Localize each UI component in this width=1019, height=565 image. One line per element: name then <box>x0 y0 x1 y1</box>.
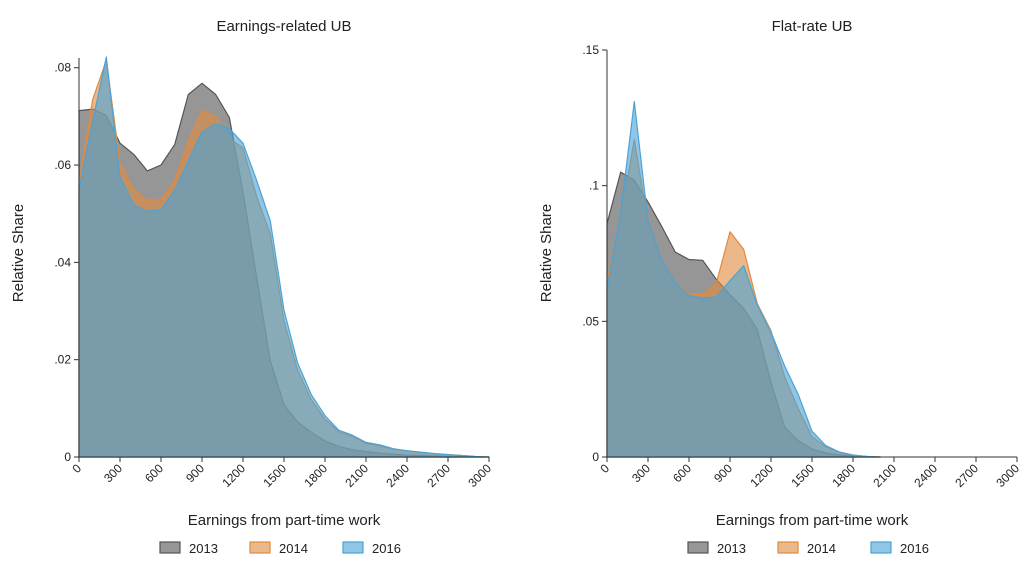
x-tick-label: 2100 <box>870 461 899 490</box>
x-tick-label: 1800 <box>301 461 330 490</box>
legend-label: 2013 <box>189 541 218 556</box>
x-tick-label: 300 <box>629 461 653 485</box>
chart-title: Earnings-related UB <box>216 18 351 35</box>
y-tick-label: .06 <box>54 158 71 172</box>
x-tick-label: 900 <box>183 461 207 485</box>
x-tick-label: 600 <box>142 461 166 485</box>
legend-swatch-2016 <box>342 541 364 554</box>
plot-area <box>78 56 490 458</box>
y-tick-label: 0 <box>64 450 71 464</box>
x-axis: 0 300 600 900 1200 1500 1800 2100 2400 2700 3000 <box>69 456 494 490</box>
x-axis-title: Earnings from part-time work <box>716 512 909 529</box>
x-tick-label: 2700 <box>424 461 453 490</box>
x-tick-label: 1500 <box>260 461 289 490</box>
x-axis-title: Earnings from part-time work <box>188 512 381 529</box>
x-tick-label: 0 <box>69 461 84 476</box>
legend-label: 2016 <box>372 541 401 556</box>
legend-swatch-2016 <box>870 541 892 554</box>
x-tick-label: 1500 <box>788 461 817 490</box>
y-axis-title: Relative Share <box>538 204 555 302</box>
x-tick-label: 1800 <box>829 461 858 490</box>
y-tick-label: .15 <box>582 43 599 57</box>
x-tick-label: 3000 <box>993 461 1019 490</box>
legend-swatch-2014 <box>249 541 271 554</box>
y-tick-label: .02 <box>54 353 71 367</box>
y-tick-label: .1 <box>589 179 599 193</box>
legend-swatch-2014 <box>777 541 799 554</box>
y-tick-label: .04 <box>54 255 71 269</box>
x-tick-label: 1200 <box>219 461 248 490</box>
x-tick-label: 2400 <box>383 461 412 490</box>
y-tick-label: 0 <box>592 450 599 464</box>
x-tick-label: 1200 <box>747 461 776 490</box>
legend-label: 2013 <box>717 541 746 556</box>
x-tick-label: 2400 <box>911 461 940 490</box>
x-tick-label: 900 <box>711 461 735 485</box>
series-area-2016 <box>606 101 881 458</box>
x-tick-label: 600 <box>670 461 694 485</box>
y-axis-title: Relative Share <box>10 204 27 302</box>
y-tick-label: .08 <box>54 61 71 75</box>
y-axis: 0 .02 .04 .06 .08 <box>54 58 80 464</box>
x-tick-label: 2100 <box>342 461 371 490</box>
x-tick-label: 300 <box>101 461 125 485</box>
legend-label: 2014 <box>279 541 308 556</box>
chart-panel-earnings-related: Earnings-related UB 0 300 600 900 1200 1500 18… <box>10 18 494 556</box>
legend: 2013 2014 2016 <box>159 541 401 556</box>
y-tick-label: .05 <box>582 314 599 328</box>
legend-label: 2016 <box>900 541 929 556</box>
legend: 2013 2014 2016 <box>687 541 929 556</box>
series-area-2016 <box>78 56 490 458</box>
x-tick-label: 2700 <box>952 461 981 490</box>
x-axis: 0 300 600 900 1200 1500 1800 2100 2400 2700 3000 <box>597 456 1019 490</box>
y-axis: 0 .05 .1 .15 <box>582 43 608 464</box>
legend-label: 2014 <box>807 541 836 556</box>
x-tick-label: 3000 <box>465 461 494 490</box>
legend-swatch-2013 <box>159 541 181 554</box>
legend-swatch-2013 <box>687 541 709 554</box>
chart-panel-flat-rate: Flat-rate UB 0 300 600 900 1200 1500 1800 2100 2… <box>538 18 1019 556</box>
plot-area <box>606 101 881 458</box>
chart-title: Flat-rate UB <box>772 18 853 35</box>
x-tick-label: 0 <box>597 461 612 476</box>
